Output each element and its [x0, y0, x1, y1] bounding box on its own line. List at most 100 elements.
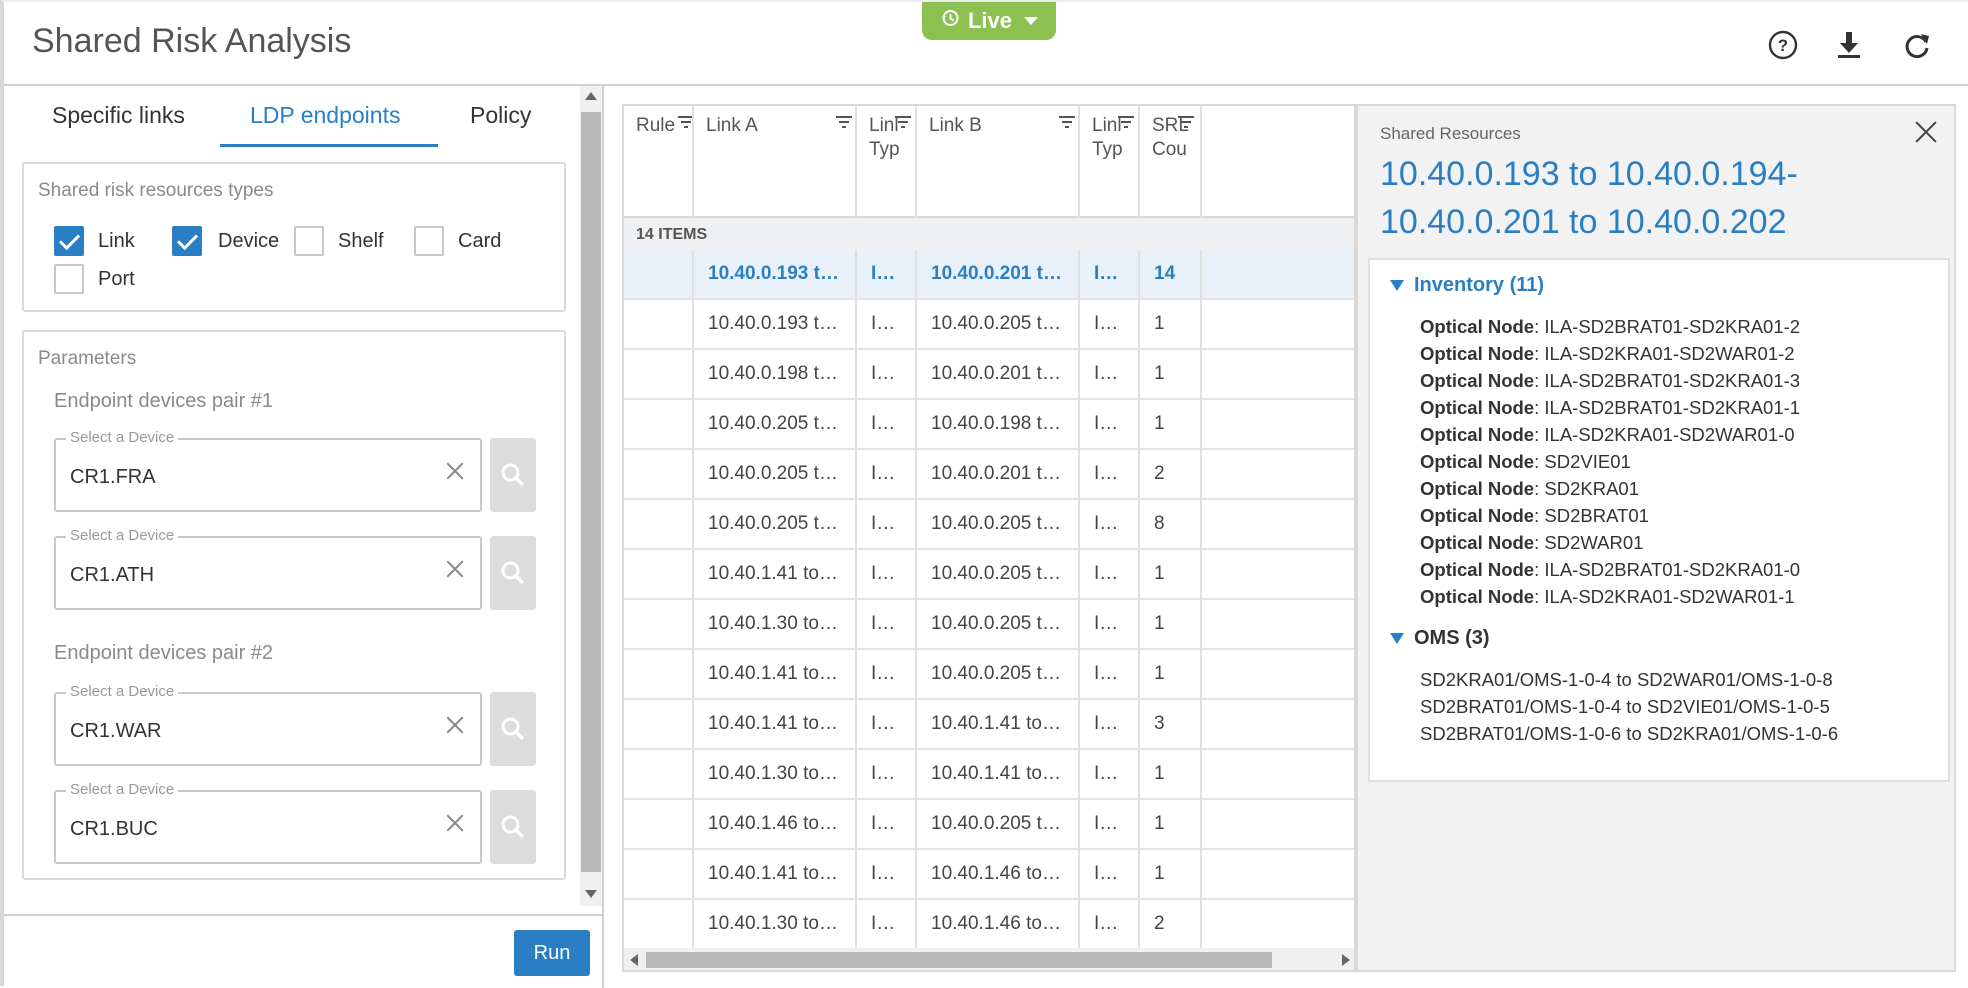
- clear-icon[interactable]: [444, 714, 466, 736]
- cell-link-a: 10.40.1.41 to 10.40.1.42: [694, 650, 857, 700]
- column-header-count[interactable]: SRL Cou: [1140, 106, 1202, 218]
- column-header-rule[interactable]: Rule: [624, 106, 694, 218]
- column-header-type-a[interactable]: Linl Typ: [857, 106, 917, 218]
- cell-rule: [624, 500, 694, 550]
- cell-rule: [624, 350, 694, 400]
- help-icon[interactable]: ?: [1766, 28, 1800, 62]
- cell-type-b: IGP: [1080, 600, 1140, 650]
- live-mode-dropdown[interactable]: Live: [922, 2, 1056, 40]
- cell-type-a: IGP: [857, 350, 917, 400]
- scroll-up-arrow[interactable]: [585, 92, 597, 100]
- table-row[interactable]: 10.40.1.30 to 10.40.1.29IGP10.40.0.205 t…: [624, 600, 1354, 650]
- table-row[interactable]: 10.40.0.205 to 10.40.0.206IGP10.40.0.201…: [624, 450, 1354, 500]
- table-row[interactable]: 10.40.1.46 to 10.40.1.45IGP10.40.0.205 t…: [624, 800, 1354, 850]
- scroll-down-arrow[interactable]: [585, 890, 597, 898]
- clear-icon[interactable]: [444, 460, 466, 482]
- cell-link-a: 10.40.1.41 to 10.40.1.42: [694, 700, 857, 750]
- app-header: Shared Risk Analysis Live ?: [4, 2, 1968, 86]
- search-button[interactable]: [490, 438, 536, 512]
- scrollbar-thumb[interactable]: [581, 112, 601, 872]
- port-checkbox[interactable]: [54, 264, 84, 294]
- cell-link-a: 10.40.1.30 to 10.40.1.29: [694, 750, 857, 800]
- search-icon: [501, 717, 525, 741]
- history-icon: [940, 8, 960, 34]
- cell-link-a: 10.40.1.41 to 10.40.1.42: [694, 850, 857, 900]
- cell-link-b: 10.40.0.205 to 10.40.0.206: [917, 650, 1080, 700]
- device-select-field[interactable]: Select a Device CR1.WAR: [54, 683, 482, 766]
- tab-policy[interactable]: Policy: [470, 102, 532, 128]
- left-panel-scrollbar[interactable]: [580, 86, 602, 906]
- cell-type-a: IGP: [857, 400, 917, 450]
- field-value: CR1.WAR: [70, 720, 162, 742]
- chevron-down-icon: [1024, 17, 1039, 25]
- table-row[interactable]: 10.40.1.30 to 10.40.1.29IGP10.40.1.41 to…: [624, 750, 1354, 800]
- cell-type-a: IGP: [857, 450, 917, 500]
- tab-specific-links[interactable]: Specific links: [52, 102, 185, 128]
- scrollbar-thumb[interactable]: [646, 952, 1272, 968]
- card-checkbox-label: Card: [458, 230, 502, 252]
- search-button[interactable]: [490, 536, 536, 610]
- device-select-field[interactable]: Select a Device CR1.ATH: [54, 527, 482, 610]
- table-row[interactable]: 10.40.1.41 to 10.40.1.42IGP10.40.0.205 t…: [624, 650, 1354, 700]
- download-icon[interactable]: [1832, 28, 1866, 62]
- device-select-field[interactable]: Select a Device CR1.BUC: [54, 781, 482, 864]
- run-button[interactable]: Run: [514, 930, 590, 976]
- card-checkbox[interactable]: [414, 226, 444, 256]
- page-title: Shared Risk Analysis: [32, 22, 352, 60]
- resource-item: Optical Node: ILA-SD2BRAT01-SD2KRA01-2: [1420, 316, 1801, 337]
- table-row[interactable]: 10.40.0.205 to 10.40.0.206IGP10.40.0.205…: [624, 500, 1354, 550]
- column-header-type-b[interactable]: Linl Typ: [1080, 106, 1140, 218]
- table-row[interactable]: 10.40.0.205 to 10.40.0.206IGP10.40.0.198…: [624, 400, 1354, 450]
- filter-icon[interactable]: [1178, 116, 1194, 128]
- search-icon: [501, 463, 525, 487]
- clear-icon[interactable]: [444, 812, 466, 834]
- cell-type-b: IGP: [1080, 800, 1140, 850]
- filter-icon[interactable]: [895, 116, 911, 128]
- table-row[interactable]: 10.40.1.41 to 10.40.1.42IGP10.40.1.46 to…: [624, 850, 1354, 900]
- cell-link-a: 10.40.0.205 to 10.40.0.206: [694, 450, 857, 500]
- column-header-link-a[interactable]: Link A: [694, 106, 857, 218]
- scroll-left-arrow[interactable]: [630, 954, 638, 966]
- tab-ldp-endpoints[interactable]: LDP endpoints: [250, 102, 401, 128]
- search-button[interactable]: [490, 692, 536, 766]
- clear-icon[interactable]: [444, 558, 466, 580]
- cell-link-a: 10.40.1.46 to 10.40.1.45: [694, 800, 857, 850]
- cell-rule: [624, 550, 694, 600]
- table-row[interactable]: 10.40.1.30 to 10.40.1.29IGP10.40.1.46 to…: [624, 900, 1354, 950]
- filter-icon[interactable]: [1118, 116, 1134, 128]
- resource-item: SD2BRAT01/OMS-1-0-6 to SD2KRA01/OMS-1-0-…: [1420, 723, 1839, 744]
- cell-link-a: 10.40.1.41 to 10.40.1.42: [694, 550, 857, 600]
- table-row[interactable]: 10.40.1.41 to 10.40.1.42IGP10.40.1.41 to…: [624, 700, 1354, 750]
- refresh-icon[interactable]: [1900, 28, 1934, 62]
- resource-group-header[interactable]: OMS (3): [1390, 627, 1490, 650]
- device-checkbox[interactable]: [172, 226, 202, 256]
- cell-type-a: IGP: [857, 650, 917, 700]
- field-value: CR1.ATH: [70, 564, 155, 586]
- shelf-checkbox[interactable]: [294, 226, 324, 256]
- cell-type-a: IGP: [857, 750, 917, 800]
- filter-icon[interactable]: [1059, 116, 1075, 128]
- cell-rule: [624, 300, 694, 350]
- close-icon[interactable]: [1914, 120, 1938, 144]
- cell-link-b: 10.40.1.46 to 10.40.1.45: [917, 850, 1080, 900]
- resource-group-header[interactable]: Inventory (11): [1390, 274, 1544, 297]
- filter-icon[interactable]: [678, 116, 692, 128]
- cell-type-b: IGP: [1080, 450, 1140, 500]
- scroll-right-arrow[interactable]: [1342, 954, 1350, 966]
- link-checkbox[interactable]: [54, 226, 84, 256]
- search-button[interactable]: [490, 790, 536, 864]
- table-row[interactable]: 10.40.0.198 to 10.40.0.197IGP10.40.0.201…: [624, 350, 1354, 400]
- cell-rule: [624, 900, 694, 950]
- filter-icon[interactable]: [836, 116, 852, 128]
- column-header-link-b[interactable]: Link B: [917, 106, 1080, 218]
- table-horizontal-scrollbar[interactable]: [624, 948, 1354, 970]
- run-bar: Run: [4, 914, 602, 988]
- device-select-field[interactable]: Select a Device CR1.FRA: [54, 429, 482, 512]
- table-row[interactable]: 10.40.1.41 to 10.40.1.42IGP10.40.0.205 t…: [624, 550, 1354, 600]
- cell-link-a: 10.40.0.205 to 10.40.0.206: [694, 400, 857, 450]
- table-row[interactable]: 10.40.0.193 to 10.40.0.194IGP10.40.0.201…: [624, 250, 1354, 300]
- cell-count: 3: [1140, 700, 1202, 750]
- svg-text:?: ?: [1778, 36, 1788, 55]
- table-row[interactable]: 10.40.0.193 to 10.40.0.194IGP10.40.0.205…: [624, 300, 1354, 350]
- cell-type-a: IGP: [857, 500, 917, 550]
